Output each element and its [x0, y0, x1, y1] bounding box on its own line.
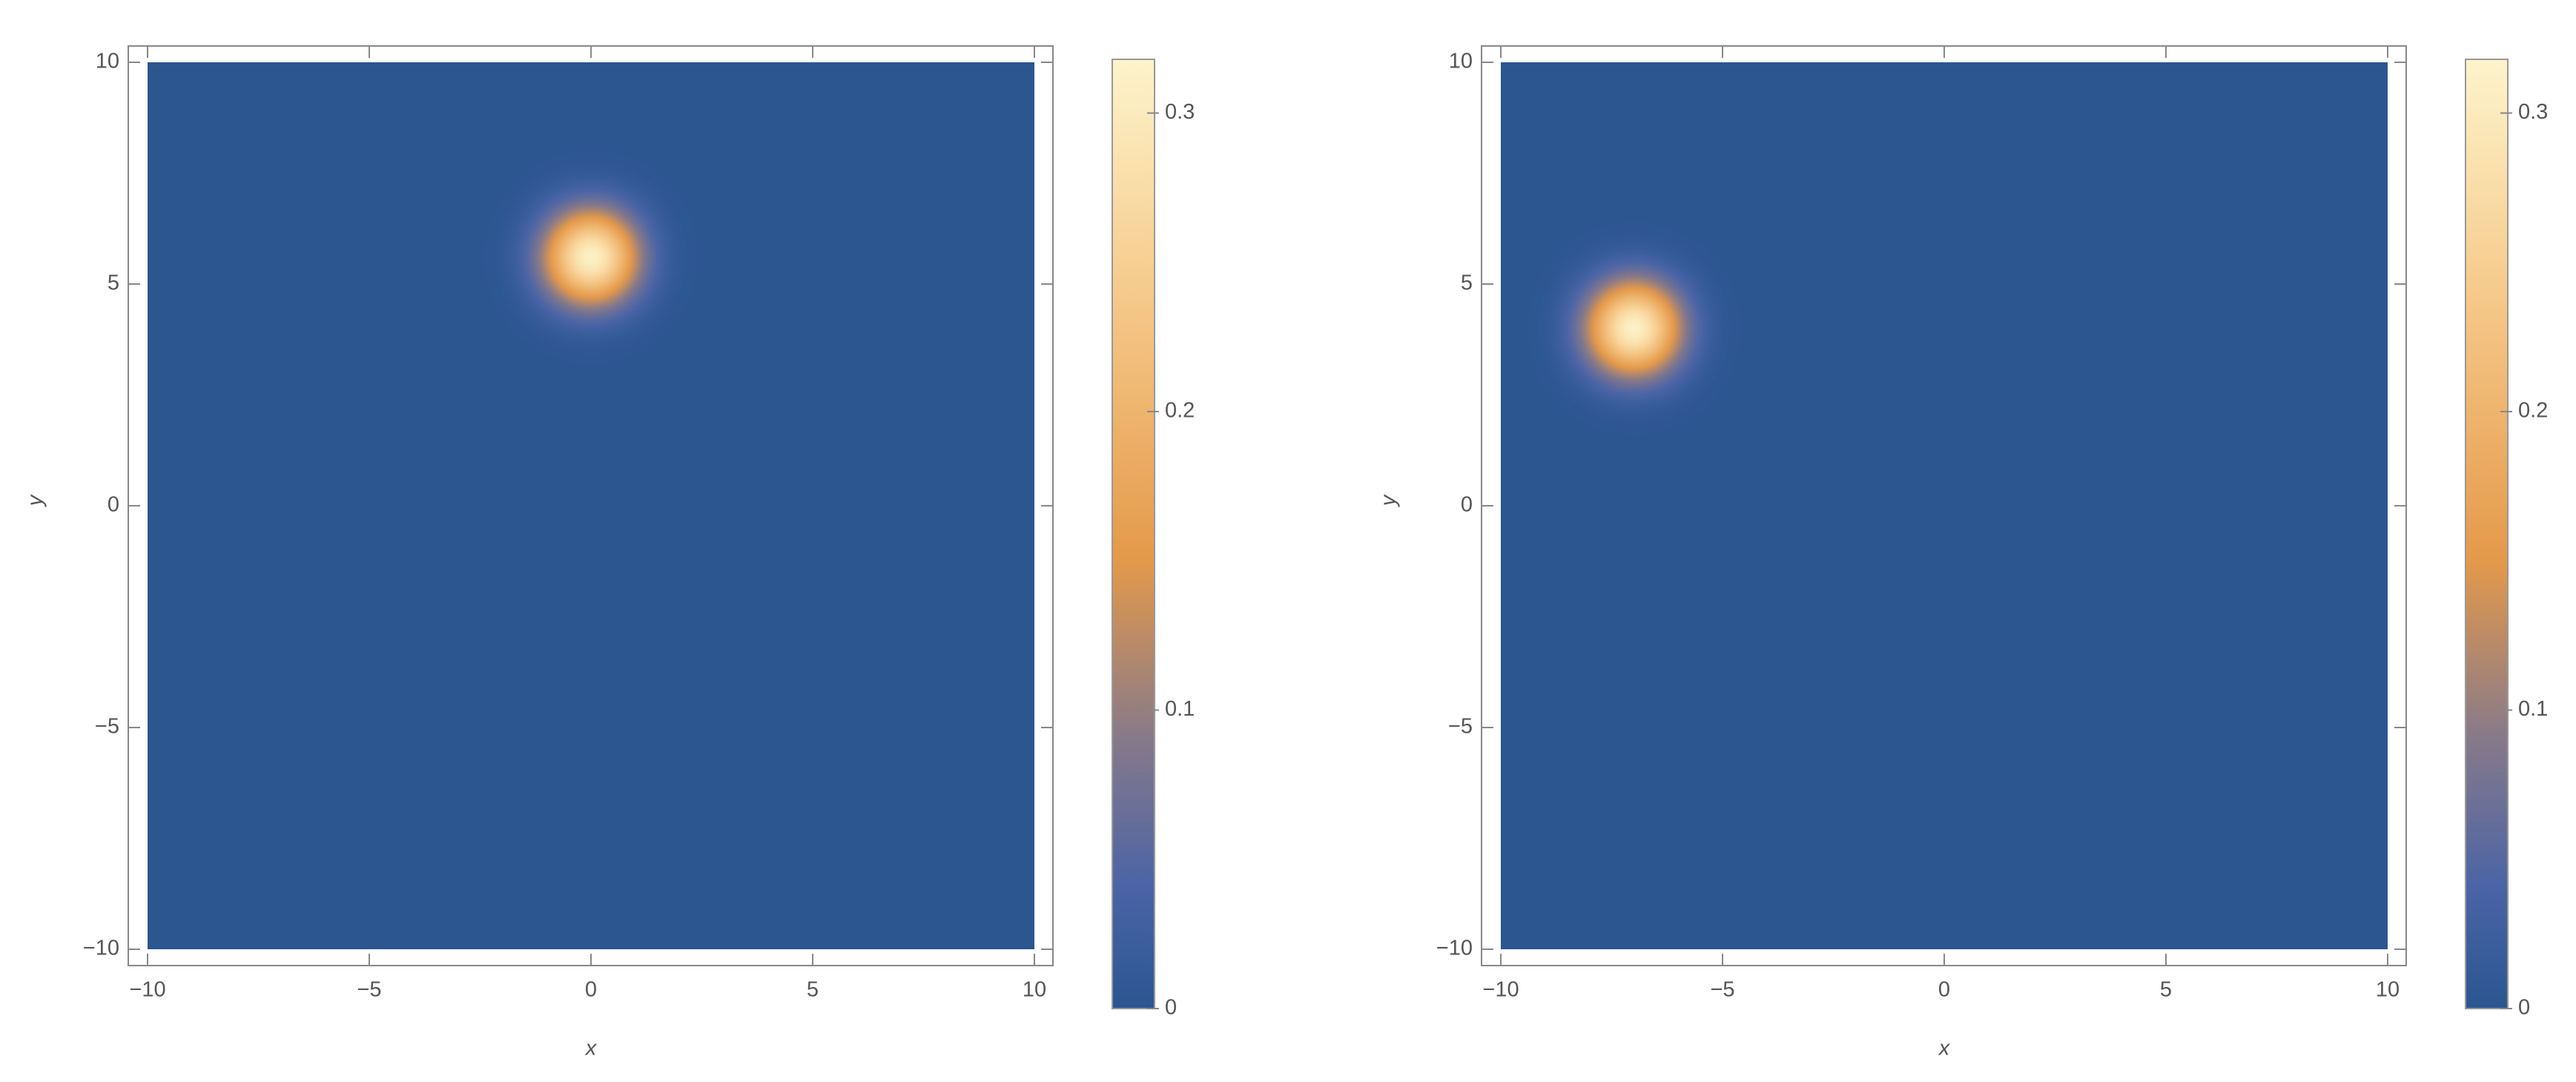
y-tick-label: 5 — [108, 271, 119, 295]
y-tick-label: −5 — [95, 715, 119, 739]
colorbar — [1112, 59, 1155, 1009]
y-tick-label: 0 — [1461, 493, 1473, 517]
y-tick-label: 0 — [108, 493, 119, 517]
x-tick-label: −5 — [1710, 978, 1734, 1002]
colorbar-tick-label: 0.2 — [1165, 399, 1195, 423]
density-peak — [484, 151, 698, 364]
y-tick-label: 10 — [1449, 50, 1473, 73]
y-tick-label: −10 — [83, 937, 119, 960]
x-axis-label: x — [1938, 1037, 1951, 1060]
colorbar-tick-label: 0.1 — [1165, 697, 1195, 721]
x-tick-label: 0 — [585, 978, 597, 1002]
y-tick-label: −10 — [1436, 937, 1473, 960]
x-tick-label: −10 — [129, 978, 165, 1002]
x-tick-label: 10 — [2376, 978, 2400, 1002]
plot-area — [1501, 62, 2388, 949]
colorbar-tick-label: 0 — [1165, 996, 1177, 1020]
colorbar-tick-label: 0 — [2518, 996, 2530, 1020]
colorbar-tick-label: 0.2 — [2518, 399, 2548, 423]
colorbar-tick-label: 0.3 — [1165, 100, 1195, 124]
x-axis-label: x — [584, 1037, 598, 1060]
colorbar-tick-label: 0.3 — [2518, 100, 2548, 124]
density-peak — [1527, 222, 1740, 435]
colorbar — [2465, 59, 2509, 1009]
x-tick-label: 5 — [2160, 978, 2172, 1002]
y-tick-label: 10 — [96, 50, 119, 73]
x-tick-label: 5 — [807, 978, 819, 1002]
x-tick-label: 0 — [1938, 978, 1950, 1002]
y-axis-label: y — [24, 494, 47, 507]
x-tick-label: −5 — [357, 978, 381, 1002]
colorbar-tick-label: 0.1 — [2518, 697, 2548, 721]
y-tick-label: −5 — [1448, 715, 1473, 739]
y-axis-label: y — [1377, 494, 1401, 507]
x-tick-label: 10 — [1023, 978, 1046, 1002]
y-tick-label: 5 — [1461, 271, 1473, 295]
x-tick-label: −10 — [1482, 978, 1519, 1002]
